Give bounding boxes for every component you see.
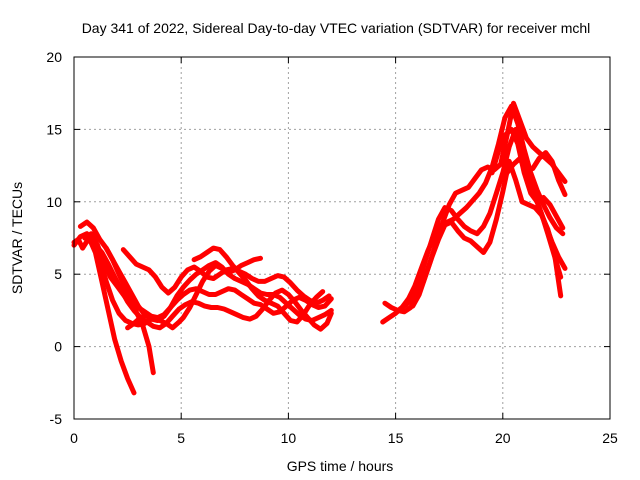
y-tick-label: 10 — [46, 194, 62, 210]
series-sat-i — [191, 245, 326, 325]
series-sat-m — [410, 158, 564, 309]
x-tick-label: 10 — [281, 430, 297, 446]
y-tick-label: 15 — [46, 121, 62, 137]
y-tick-label: -5 — [50, 411, 63, 427]
series-sat-n — [489, 126, 566, 231]
series-sat-p — [530, 150, 568, 198]
y-tick-label: 20 — [46, 49, 62, 65]
plot-frame — [73, 56, 611, 420]
x-tick-label: 25 — [602, 430, 618, 446]
data-series-group — [71, 100, 568, 396]
y-axis-label: SDTVAR / TECUs — [9, 182, 25, 294]
chart-title: Day 341 of 2022, Sidereal Day-to-day VTE… — [82, 20, 591, 36]
y-tick-label: 5 — [54, 266, 62, 282]
series-sat-b — [71, 235, 137, 396]
series-sat-o — [504, 155, 568, 271]
x-tick-label: 5 — [177, 430, 185, 446]
y-tick-label: 0 — [54, 339, 62, 355]
series-sat-h — [125, 255, 263, 331]
series-sat-f — [103, 245, 334, 321]
x-tick-label: 15 — [388, 430, 404, 446]
series-sat-j — [380, 103, 566, 325]
x-tick-label: 20 — [495, 430, 511, 446]
x-tick-label: 0 — [70, 430, 78, 446]
axis-ticks: 0 5 10 15 20 25 -5 0 5 10 15 20 — [46, 49, 618, 446]
x-axis-label: GPS time / hours — [287, 458, 394, 474]
